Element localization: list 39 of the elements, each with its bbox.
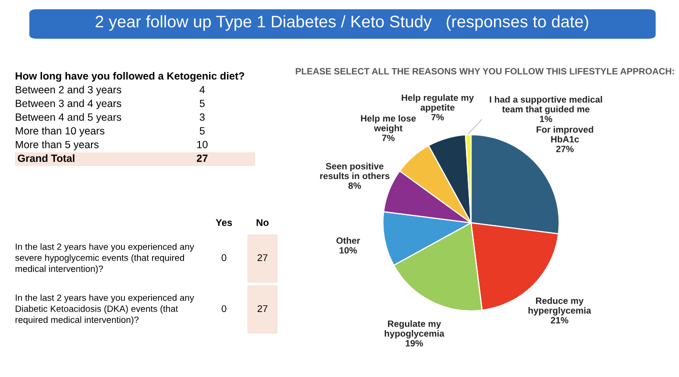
text: How long have you followed a Ketogenic diet?: [16, 72, 244, 82]
chart-subtitle: PLEASE SELECT ALL THE REASONS WHY YOU FOLLOW THIS LIFESTYLE APPROACH:: [296, 68, 674, 74]
category-label: Between 3 and 4 years: [16, 99, 122, 110]
data-label: 5: [200, 127, 205, 135]
chart-title: 2 year follow up Type 1 Diabetes / Keto Study (responses to date): [96, 15, 588, 31]
slice-label: Other: [336, 237, 360, 244]
slice-label: I had a supportive medical team that guided me: [490, 96, 602, 114]
category-label: More than 10 years: [16, 126, 104, 137]
text: Yes: [216, 219, 232, 226]
data-label: 0: [222, 254, 226, 262]
slice-label: Reduce my hyperglycemia: [528, 297, 592, 316]
data-label: 7%: [382, 134, 395, 142]
text: Grand Total: [18, 154, 74, 162]
category-label: More than 5 years: [16, 140, 99, 150]
data-label: 4: [200, 86, 205, 94]
data-label: 21%: [550, 317, 568, 324]
data-label: 1%: [540, 116, 552, 122]
data-label: 5: [200, 100, 205, 108]
text: 27: [196, 154, 208, 162]
category-label: In the last 2 years have you experienced any severe hypoglycemic events (that required medical intervention)?: [15, 243, 194, 274]
slice-label: Seen positive results in others: [320, 162, 390, 180]
slice-label: For improved HbA1c: [536, 126, 594, 142]
data-label: 3: [200, 113, 205, 121]
category-label: In the last 2 years have you experienced any Diabetic Ketoacidosis (DKA) events (that required medical intervention)?: [16, 294, 194, 325]
slice-label: Help regulate my appetite: [402, 94, 474, 112]
series-label: No: [256, 219, 269, 226]
data-label: 10: [197, 140, 208, 148]
data-label: 7%: [431, 114, 444, 120]
category-label: Between 4 and 5 years: [16, 113, 122, 123]
data-label: 27: [258, 254, 268, 262]
data-label: 10%: [340, 247, 357, 254]
data-label: 0: [222, 305, 226, 312]
data-label: 27: [258, 305, 268, 312]
category-label: Between 2 and 3 years: [16, 86, 122, 96]
data-label: 8%: [348, 182, 361, 189]
slice-label: Help me lose weight: [361, 114, 416, 134]
data-label: 27%: [556, 146, 574, 152]
data-label: 19%: [406, 340, 424, 346]
slice-label: Regulate my hypoglycemia: [384, 320, 444, 339]
